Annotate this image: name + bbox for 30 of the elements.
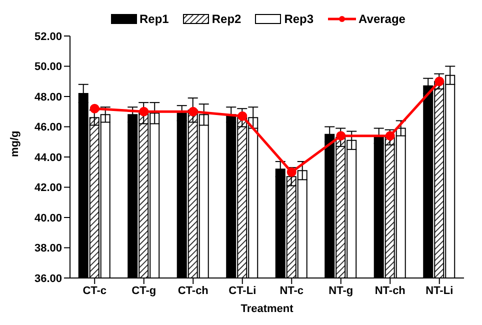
legend-label: Rep3 xyxy=(284,12,314,26)
point xyxy=(139,106,149,116)
y-tick-label: 44.00 xyxy=(34,152,62,164)
y-tick-label: 40.00 xyxy=(34,212,62,224)
legend-label: Average xyxy=(358,12,406,26)
y-tick-label: 52.00 xyxy=(34,30,62,43)
point xyxy=(286,167,296,177)
y-tick-label: 46.00 xyxy=(34,122,62,134)
x-tick-label: NT-g xyxy=(328,284,354,297)
x-axis-title: Treatment xyxy=(240,303,294,315)
x-tick-label: CT-ch xyxy=(178,284,209,297)
y-tick-label: 38.00 xyxy=(34,242,62,255)
y-tick-label: 36.00 xyxy=(34,272,62,285)
y-tick-label: 48.00 xyxy=(34,91,62,104)
point xyxy=(238,111,248,121)
x-tick-label: NT-c xyxy=(280,284,304,297)
legend-label: Rep1 xyxy=(140,12,169,26)
x-tick-label: NT-Li xyxy=(426,284,454,297)
legend-label: Rep2 xyxy=(212,12,242,26)
point xyxy=(336,131,346,141)
y-axis-title: mg/g xyxy=(8,130,21,157)
x-tick-label: CT-Li xyxy=(228,284,256,297)
x-tick-label: CT-g xyxy=(132,284,156,297)
y-tick-label: 50.00 xyxy=(34,61,62,74)
point xyxy=(90,104,100,114)
x-tick-label: CT-c xyxy=(82,284,107,297)
point xyxy=(188,106,198,116)
y-tick-label: 42.00 xyxy=(34,182,62,194)
point xyxy=(434,76,444,86)
x-tick-label: NT-ch xyxy=(374,284,406,297)
